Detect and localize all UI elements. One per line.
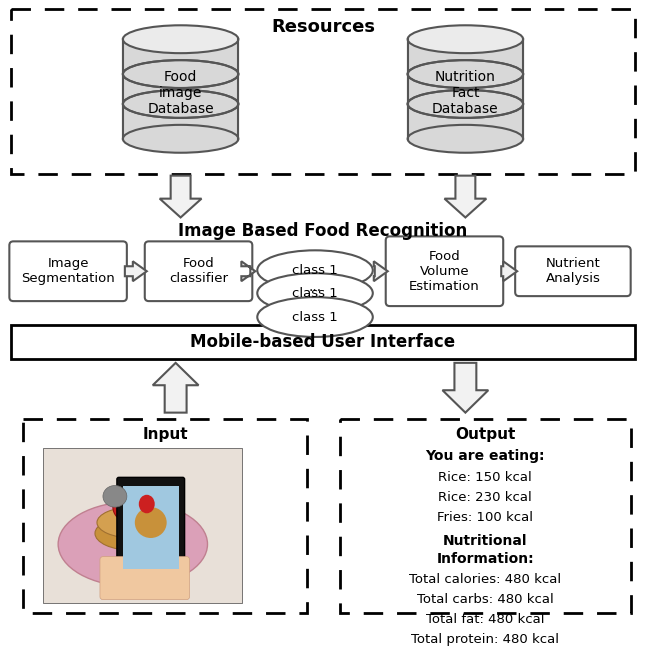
Polygon shape — [125, 261, 147, 281]
Ellipse shape — [257, 297, 373, 337]
Bar — [340, 419, 630, 613]
Ellipse shape — [123, 125, 238, 153]
FancyBboxPatch shape — [100, 557, 189, 600]
Text: Total fat: 480 kcal: Total fat: 480 kcal — [426, 614, 545, 626]
Text: Fries: 100 kcal: Fries: 100 kcal — [437, 511, 534, 524]
Text: ...: ... — [309, 280, 322, 294]
Bar — [12, 325, 634, 359]
Text: class 1: class 1 — [292, 287, 338, 300]
Bar — [123, 40, 238, 138]
Text: Total protein: 480 kcal: Total protein: 480 kcal — [412, 633, 559, 646]
Text: Information:: Information: — [437, 552, 534, 566]
FancyBboxPatch shape — [515, 246, 630, 296]
Ellipse shape — [95, 516, 171, 550]
Text: class 1: class 1 — [292, 310, 338, 323]
Bar — [408, 40, 523, 138]
Text: Total carbs: 480 kcal: Total carbs: 480 kcal — [417, 593, 554, 606]
Polygon shape — [374, 261, 388, 281]
Text: Image Based Food Recognition: Image Based Food Recognition — [178, 222, 468, 241]
Polygon shape — [160, 175, 202, 218]
Text: class 1: class 1 — [292, 264, 338, 276]
Text: Nutritional: Nutritional — [443, 534, 528, 548]
FancyBboxPatch shape — [145, 241, 253, 301]
Text: Total calories: 480 kcal: Total calories: 480 kcal — [409, 573, 561, 586]
Text: Resources: Resources — [271, 18, 375, 37]
Ellipse shape — [103, 486, 127, 507]
Text: Output: Output — [455, 427, 516, 442]
Polygon shape — [152, 363, 198, 413]
Ellipse shape — [97, 507, 169, 538]
FancyBboxPatch shape — [386, 237, 503, 306]
Text: Food
classifier: Food classifier — [169, 258, 228, 285]
Text: Food
image
Database: Food image Database — [147, 70, 214, 117]
Text: Mobile-based User Interface: Mobile-based User Interface — [191, 333, 455, 351]
Ellipse shape — [257, 250, 373, 290]
Bar — [12, 9, 634, 173]
Bar — [23, 419, 307, 613]
Ellipse shape — [123, 25, 238, 53]
Polygon shape — [443, 363, 488, 413]
Bar — [408, 39, 523, 139]
Ellipse shape — [408, 125, 523, 153]
Ellipse shape — [135, 507, 167, 538]
Ellipse shape — [408, 25, 523, 53]
Text: You are eating:: You are eating: — [426, 449, 545, 464]
Ellipse shape — [58, 502, 207, 587]
Text: Nutrition
Fact
Database: Nutrition Fact Database — [432, 70, 499, 117]
Ellipse shape — [113, 493, 141, 521]
Text: Nutrient
Analysis: Nutrient Analysis — [545, 258, 600, 285]
Polygon shape — [444, 175, 486, 218]
FancyBboxPatch shape — [117, 477, 185, 577]
Polygon shape — [501, 261, 517, 281]
FancyBboxPatch shape — [9, 241, 127, 301]
Text: Rice: 230 kcal: Rice: 230 kcal — [439, 491, 532, 504]
Ellipse shape — [257, 273, 373, 313]
Ellipse shape — [139, 495, 155, 513]
Bar — [123, 39, 238, 139]
Text: Food
Volume
Estimation: Food Volume Estimation — [409, 250, 480, 293]
Text: Rice: 150 kcal: Rice: 150 kcal — [439, 471, 532, 484]
Polygon shape — [242, 261, 255, 281]
Bar — [123, 486, 179, 569]
Text: Image
Segmentation: Image Segmentation — [21, 258, 115, 285]
Bar — [43, 449, 242, 603]
Text: Input: Input — [142, 427, 188, 442]
